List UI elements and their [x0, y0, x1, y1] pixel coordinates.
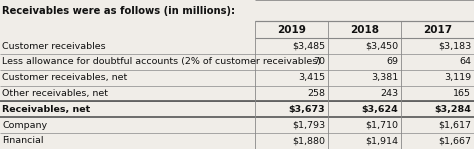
- Text: 3,381: 3,381: [371, 73, 398, 82]
- Text: 64: 64: [459, 58, 471, 66]
- Text: 2019: 2019: [277, 25, 306, 35]
- Text: Less allowance for doubtful accounts (2% of customer receivables): Less allowance for doubtful accounts (2%…: [2, 58, 321, 66]
- Text: $1,914: $1,914: [365, 136, 398, 145]
- Text: $1,880: $1,880: [292, 136, 325, 145]
- Text: $1,667: $1,667: [438, 136, 471, 145]
- Text: $3,284: $3,284: [434, 105, 471, 114]
- Text: Receivables, net: Receivables, net: [2, 105, 91, 114]
- Text: $3,183: $3,183: [438, 42, 471, 51]
- Text: $3,624: $3,624: [361, 105, 398, 114]
- Text: Customer receivables, net: Customer receivables, net: [2, 73, 128, 82]
- Text: Company: Company: [2, 121, 47, 130]
- Text: 2017: 2017: [423, 25, 452, 35]
- Text: Financial: Financial: [2, 136, 44, 145]
- Text: $1,710: $1,710: [365, 121, 398, 130]
- Text: 165: 165: [453, 89, 471, 98]
- Text: 70: 70: [313, 58, 325, 66]
- Text: $3,673: $3,673: [289, 105, 325, 114]
- Text: Customer receivables: Customer receivables: [2, 42, 106, 51]
- Text: 3,415: 3,415: [298, 73, 325, 82]
- Text: $1,617: $1,617: [438, 121, 471, 130]
- Text: $3,450: $3,450: [365, 42, 398, 51]
- Text: 69: 69: [386, 58, 398, 66]
- Text: Other receivables, net: Other receivables, net: [2, 89, 109, 98]
- Text: 3,119: 3,119: [444, 73, 471, 82]
- Text: $1,793: $1,793: [292, 121, 325, 130]
- Text: Receivables were as follows (in millions):: Receivables were as follows (in millions…: [2, 6, 236, 16]
- Text: $3,485: $3,485: [292, 42, 325, 51]
- Text: 2018: 2018: [350, 25, 379, 35]
- Text: 243: 243: [380, 89, 398, 98]
- Text: 258: 258: [307, 89, 325, 98]
